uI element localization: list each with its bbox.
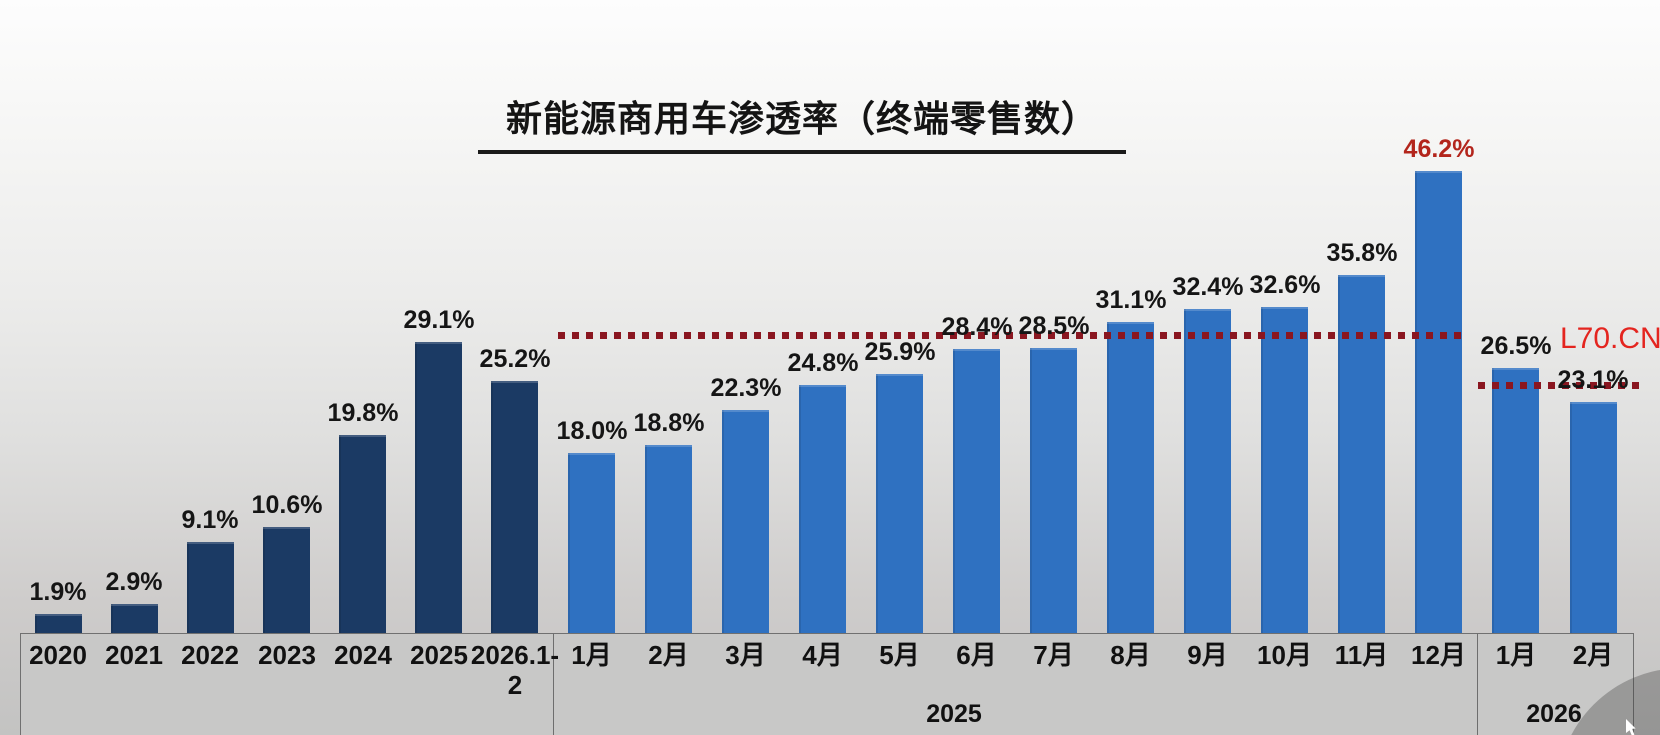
bar-value-label: 9.1% [181,506,239,534]
axis-label: 3月 [725,640,766,670]
bar-years-3 [263,527,310,633]
bar-value-label: 29.1% [403,306,475,334]
bar-2025-8 [1184,309,1231,633]
mouse-cursor-icon [1626,719,1636,735]
bar-years-1 [111,604,158,633]
bar-2025-6 [1030,348,1077,633]
bar-value-label: 1.9% [29,578,87,606]
axis-label: 6月 [956,640,997,670]
bar-2026-1 [1570,402,1617,633]
axis-label: 8月 [1110,640,1151,670]
bar-value-label: 18.8% [633,409,705,437]
bar-years-4 [339,435,386,633]
axis-label: 2月 [1572,640,1614,670]
axis-label: 1月 [1495,640,1537,670]
watermark-text: L70.CN [1560,322,1660,355]
bar-2025-1 [645,445,692,633]
reference-line-2026-level [1478,382,1642,389]
bar-value-label: 25.2% [479,345,551,373]
bar-value-label: 25.9% [864,338,936,366]
axis-label: 10月 [1257,640,1312,670]
bar-2025-7 [1107,322,1154,633]
bar-value-label: 18.0% [556,417,628,445]
axis-label: 11月 [1334,640,1389,670]
axis-label: 12月 [1411,640,1466,670]
axis-label: 2021 [105,640,163,670]
axis-label: 2月 [648,640,689,670]
chart-title: 新能源商用车渗透率（终端零售数） [478,90,1126,154]
bar-value-label: 24.8% [787,349,859,377]
bar-2025-0 [568,453,615,633]
bar-value-label: 2.9% [105,568,163,596]
bar-value-label: 28.5% [1018,312,1090,340]
bar-2025-10 [1338,275,1385,633]
bar-years-0 [35,614,82,633]
axis-label: 2020 [29,640,87,670]
axis-label: 1月 [571,640,612,670]
axis-divider-2025-2026 [1477,633,1478,735]
bar-value-label: 31.1% [1095,286,1167,314]
bar-years-2 [187,542,234,633]
bar-2026-0 [1492,368,1539,633]
bar-2025-3 [799,385,846,633]
bar-2025-11 [1415,171,1462,633]
axis-label: 7月 [1033,640,1074,670]
bar-value-label: 32.4% [1172,273,1244,301]
bar-2025-9 [1261,307,1308,633]
bar-value-label: 46.2% [1403,135,1475,163]
bar-value-label: 23.1% [1557,366,1629,394]
axis-label: 4月 [802,640,843,670]
reference-line-2025-level [558,332,1465,339]
axis-label: 2022 [181,640,239,670]
bar-years-6 [491,381,538,633]
bar-value-label: 26.5% [1480,332,1552,360]
axis-label: 2024 [334,640,392,670]
bar-years-5 [415,342,462,633]
group-label-2025: 2025 [926,700,982,728]
bar-2025-4 [876,374,923,633]
bar-value-label: 28.4% [941,313,1013,341]
axis-label: 5月 [879,640,920,670]
axis-label: 2026.1-2 [470,640,560,700]
bar-value-label: 35.8% [1326,239,1398,267]
axis-divider-years-2025 [553,633,554,735]
axis-label: 2025 [410,640,468,670]
axis-label: 2023 [258,640,316,670]
bar-value-label: 19.8% [327,399,399,427]
x-axis-band [20,633,1634,735]
group-label-2026: 2026 [1526,700,1582,728]
bar-2025-5 [953,349,1000,633]
bar-2025-2 [722,410,769,633]
bar-value-label: 22.3% [710,374,782,402]
axis-label: 9月 [1187,640,1228,670]
bar-value-label: 10.6% [251,491,323,519]
bar-value-label: 32.6% [1249,271,1321,299]
